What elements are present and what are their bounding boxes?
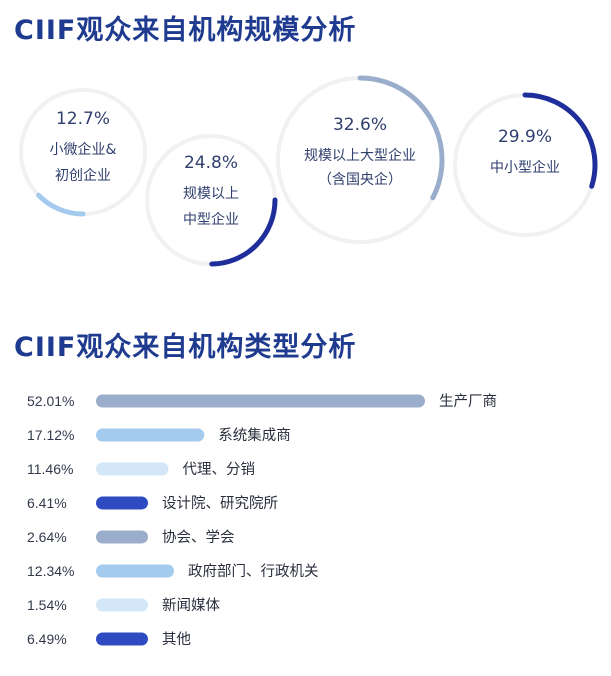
bubble-category-label: 规模以上大型企业 <box>304 147 416 164</box>
bubble-percent-label: 29.9% <box>498 127 552 147</box>
bar-category-label: 代理、分销 <box>182 461 255 478</box>
bar-value-label: 12.34% <box>27 563 74 579</box>
scale-chart-title: CIIF观众来自机构规模分析 <box>14 15 357 46</box>
bar-row: 2.64% 协会、学会 <box>27 529 235 546</box>
bubble-percent-label: 32.6% <box>333 115 387 135</box>
bubble-value-arc <box>36 192 86 217</box>
bar <box>96 462 169 476</box>
bar <box>96 530 148 544</box>
bar-value-label: 17.12% <box>27 427 74 443</box>
bar <box>96 564 175 578</box>
bar-category-label: 政府部门、行政机关 <box>188 563 318 580</box>
bar-row: 6.41% 设计院、研究院所 <box>27 495 278 512</box>
bar-category-label: 协会、学会 <box>162 529 235 546</box>
bar-row: 1.54% 新闻媒体 <box>27 597 220 614</box>
bubble-value-arc <box>357 75 445 201</box>
bar-value-label: 6.49% <box>27 631 67 647</box>
bar-category-label: 新闻媒体 <box>162 597 220 614</box>
bubble-category-label: 初创企业 <box>55 167 111 184</box>
bar-row: 17.12% 系统集成商 <box>27 427 291 444</box>
bubble-percent-label: 12.7% <box>56 109 110 129</box>
bar-value-label: 1.54% <box>27 597 67 613</box>
bar-row: 6.49% 其他 <box>27 631 191 648</box>
bubble-category-label: （含国央企） <box>318 171 402 188</box>
type-bar-chart: 52.01% 生产厂商 17.12% 系统集成商 11.46% 代理、分销 6.41% 设计院… <box>27 393 497 648</box>
type-chart-title: CIIF观众来自机构类型分析 <box>14 332 357 363</box>
bubble-category-label: 中小型企业 <box>490 159 560 176</box>
bar-category-label: 生产厂商 <box>439 393 497 410</box>
bar-category-label: 设计院、研究院所 <box>162 495 278 512</box>
scale-bubble-4: 29.9% 中小型企业 <box>453 92 598 237</box>
bar-row: 52.01% 生产厂商 <box>27 393 497 410</box>
bar-row: 12.34% 政府部门、行政机关 <box>27 563 319 580</box>
bar-value-label: 2.64% <box>27 529 67 545</box>
bar <box>96 496 148 510</box>
bubble-value-arc <box>522 92 598 189</box>
bar-value-label: 52.01% <box>27 393 74 409</box>
bar-category-label: 系统集成商 <box>218 427 290 444</box>
bar-category-label: 其他 <box>162 631 191 648</box>
bar <box>96 598 148 612</box>
bubble-category-label: 中型企业 <box>183 211 239 228</box>
bar <box>96 632 148 646</box>
bar <box>96 428 205 442</box>
scale-bubble-1: 12.7% 小微企业&初创企业 <box>19 88 147 217</box>
bubble-category-label: 规模以上 <box>183 186 239 202</box>
bar <box>96 394 425 408</box>
bar-row: 11.46% 代理、分销 <box>27 461 255 478</box>
bubble-percent-label: 24.8% <box>184 153 238 173</box>
bubble-category-label: 小微企业& <box>50 141 117 158</box>
scale-bubble-3: 32.6% 规模以上大型企业 （含国央企） <box>276 75 445 244</box>
bar-value-label: 6.41% <box>27 495 67 511</box>
bar-value-label: 11.46% <box>27 461 73 477</box>
bubble-value-arc <box>209 197 278 267</box>
